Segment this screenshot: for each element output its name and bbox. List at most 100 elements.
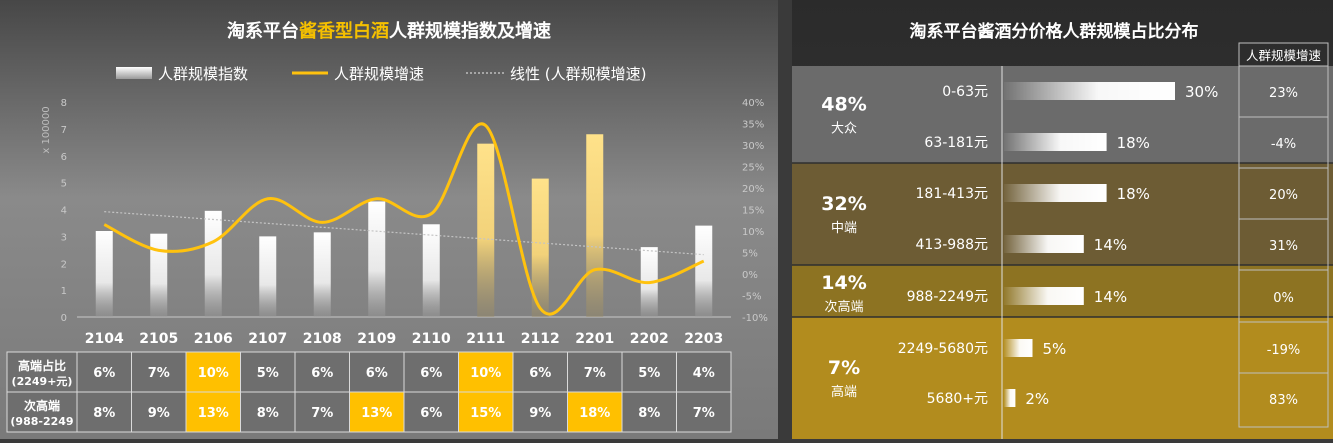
table-cell: [512, 351, 568, 393]
price-bar-label: 30%: [1185, 83, 1218, 101]
price-bar: [1004, 389, 1016, 407]
table-cell: [131, 391, 187, 433]
right-axis-tick: 35%: [742, 120, 764, 131]
growth-header: 人群规模增速: [1246, 48, 1322, 63]
x-tick-label: 2105: [139, 331, 178, 347]
table-cell: [131, 351, 187, 393]
bar-2112: [531, 178, 549, 317]
group-pct: 48%: [821, 94, 866, 116]
table-cell-value: 7%: [148, 366, 170, 381]
table-cell-value: 13%: [361, 406, 392, 421]
price-range-label: 63-181元: [924, 135, 988, 151]
group-name: 大众: [831, 122, 857, 137]
table-cell-value: 6%: [420, 366, 442, 381]
right-axis-tick: 0%: [742, 270, 758, 281]
left-panel: 淘系平台酱香型白酒人群规模指数及增速 人群规模指数 人群规模增速 线性 (人群规…: [0, 0, 778, 439]
table-cell-value: 18%: [579, 406, 610, 421]
right-axis-tick: -10%: [742, 313, 768, 324]
table-cell: [240, 351, 296, 393]
table-cell: [294, 391, 350, 433]
x-tick-label: 2201: [575, 331, 614, 347]
title-part-3: 人群规模指数及增速: [389, 20, 551, 42]
table-cell: [567, 351, 623, 393]
right-axis-tick: 40%: [742, 98, 764, 109]
table-row-label: 次高端: [24, 398, 60, 413]
left-axis-tick: 3: [61, 232, 67, 243]
growth-value: 23%: [1269, 86, 1298, 101]
price-bar-label: 2%: [1025, 390, 1049, 408]
price-range-label: 0-63元: [942, 84, 988, 100]
price-bar: [1004, 339, 1033, 357]
table-cell-value: 6%: [529, 366, 551, 381]
right-axis-tick: 20%: [742, 184, 764, 195]
plot-area: 0 1 2 3 4 5 6 7 8 -10% -5% 0% 5% 10% 15% 20% 25% 30% 35% 40…: [61, 98, 768, 347]
growth-value: -19%: [1267, 343, 1301, 358]
left-axis-tick: 4: [61, 206, 67, 217]
title-part-2: 酱香型白酒: [299, 20, 389, 42]
data-table: 高端占比 (2249+元) 6% 7% 10% 5% 6% 6% 6% 10% 6% 7% 5% 4% 次高…: [6, 351, 732, 433]
legend-label-trend: 线性 (人群规模增速): [510, 65, 646, 83]
growth-value: 20%: [1269, 188, 1298, 203]
table-cell-value: 8%: [257, 406, 279, 421]
x-tick-label: 2203: [684, 331, 723, 347]
table-cell: [512, 391, 568, 433]
bar-2109: [368, 201, 386, 317]
growth-value: 83%: [1269, 393, 1298, 408]
price-bar-label: 5%: [1043, 340, 1067, 358]
bar-2107: [259, 236, 277, 317]
table-cell: [403, 391, 459, 433]
price-bar-label: 18%: [1117, 134, 1150, 152]
table-cell-value: 5%: [257, 366, 279, 381]
growth-value: 0%: [1273, 291, 1294, 306]
left-axis-tick: 6: [61, 152, 67, 163]
table-cell: [676, 351, 732, 393]
price-groups: 48% 大众 32% 中端 14% 次高端 7% 高端 0-63元 30% 63-181元 18% 18…: [792, 42, 1333, 439]
table-row-header: [6, 391, 78, 433]
x-tick-label: 2202: [630, 331, 669, 347]
right-chart-title: 淘系平台酱酒分价格人群规模占比分布: [910, 21, 1199, 42]
x-tick-label: 2109: [357, 331, 396, 347]
price-bar: [1004, 287, 1084, 305]
price-bar-label: 18%: [1117, 185, 1150, 203]
right-panel: 淘系平台酱酒分价格人群规模占比分布 48% 大众 32% 中端 14% 次高端 7% 高端 0-…: [792, 0, 1333, 439]
bar-2110: [422, 224, 440, 317]
price-bar-label: 14%: [1094, 236, 1127, 254]
table-cell-value: 8%: [638, 406, 660, 421]
left-axis-tick: 7: [61, 125, 67, 136]
legend: 人群规模指数 人群规模增速 线性 (人群规模增速): [116, 65, 646, 83]
table-row-label: 高端占比: [18, 358, 66, 373]
table-cell: [76, 391, 132, 433]
trend-line: [104, 211, 704, 256]
growth-chart: 淘系平台酱香型白酒人群规模指数及增速 人群规模指数 人群规模增速 线性 (人群规…: [6, 20, 768, 433]
table-cell-value: 6%: [420, 406, 442, 421]
left-axis-tick: 8: [61, 98, 67, 109]
legend-label-bar: 人群规模指数: [158, 65, 248, 83]
group-name: 高端: [831, 384, 857, 400]
table-cell: [76, 351, 132, 393]
group-band: [792, 317, 1333, 439]
legend-swatch-bar: [116, 67, 152, 79]
bar-2203: [695, 225, 713, 317]
table-cell-value: 9%: [529, 406, 551, 421]
price-bar: [1004, 184, 1107, 202]
price-range-label: 5680+元: [927, 391, 988, 407]
left-chart-title: 淘系平台酱香型白酒人群规模指数及增速: [227, 20, 551, 42]
x-tick-label: 2107: [248, 331, 287, 347]
bar-2106: [204, 210, 222, 317]
price-range-label: 2249-5680元: [898, 341, 988, 357]
table-cell-value: 8%: [93, 406, 115, 421]
group-pct: 32%: [821, 193, 866, 215]
price-distribution-chart: 淘系平台酱酒分价格人群规模占比分布 48% 大众 32% 中端 14% 次高端 7% 高端 0-…: [792, 21, 1333, 439]
table-cell-value: 15%: [470, 406, 501, 421]
table-row-sublabel: (988-2249: [10, 415, 73, 428]
group-pct: 14%: [821, 272, 866, 294]
legend-label-line: 人群规模增速: [334, 65, 424, 83]
price-bar: [1004, 133, 1107, 151]
table-cell-value: 6%: [93, 366, 115, 381]
table-cell-value: 9%: [148, 406, 170, 421]
table-cell-value: 6%: [311, 366, 333, 381]
bar-2105: [150, 233, 168, 317]
group-pct: 7%: [828, 357, 860, 379]
right-axis-tick: 25%: [742, 163, 764, 174]
right-axis-tick: -5%: [742, 292, 761, 303]
